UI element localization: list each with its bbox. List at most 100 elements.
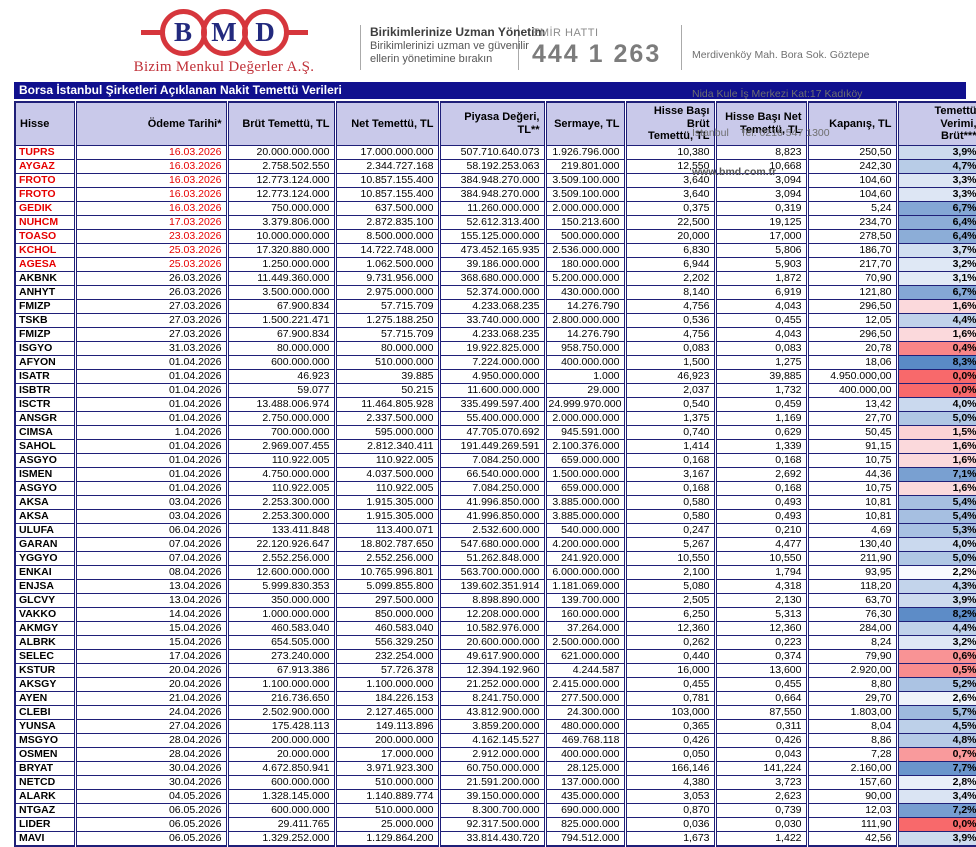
- gross-per-share-cell: 0,740: [624, 424, 717, 440]
- dividend-yield-cell: 0,4%: [896, 340, 976, 356]
- gross-per-share-cell: 0,580: [624, 494, 717, 510]
- table-row: BRYAT 30.04.2026 4.672.850.941 3.971.923.30…: [14, 760, 976, 776]
- order-hotline-number: 444 1 263: [532, 40, 662, 68]
- payment-date-cell: 01.04.2026: [74, 354, 229, 370]
- gross-dividend-cell: 600.000.000: [226, 354, 337, 370]
- market-value-cell: 12.208.000.000: [438, 606, 547, 622]
- gross-dividend-cell: 11.449.360.000: [226, 270, 337, 286]
- market-value-cell: 155.125.000.000: [438, 228, 547, 244]
- table-row: GLCVY 13.04.2026 350.000.000 297.500.000 8.8…: [14, 592, 976, 608]
- ticker-cell: ASGYO: [14, 452, 77, 468]
- gross-dividend-cell: 2.969.007.455: [226, 438, 337, 454]
- net-per-share-cell: 19,125: [714, 214, 809, 230]
- ticker-cell: GLCVY: [14, 592, 77, 608]
- table-row: AKSA 03.04.2026 2.253.300.000 1.915.305.000…: [14, 494, 976, 510]
- column-header-6: Hisse Başı Brüt Temettü, TL: [624, 101, 717, 146]
- column-header-4: Piyasa Değeri, TL**: [438, 101, 547, 146]
- capital-cell: 3.885.000.000: [544, 494, 627, 510]
- ticker-cell: AGESA: [14, 256, 77, 272]
- net-per-share-cell: 0,210: [714, 522, 809, 538]
- dividend-yield-cell: 0,0%: [896, 368, 976, 384]
- capital-cell: 137.000.000: [544, 774, 627, 790]
- dividend-yield-cell: 0,7%: [896, 746, 976, 762]
- gross-per-share-cell: 1,500: [624, 354, 717, 370]
- gross-per-share-cell: 1,673: [624, 830, 717, 846]
- gross-per-share-cell: 2,202: [624, 270, 717, 286]
- dividend-yield-cell: 0,0%: [896, 816, 976, 832]
- payment-date-cell: 30.04.2026: [74, 760, 229, 776]
- dividend-yield-cell: 5,0%: [896, 410, 976, 426]
- net-per-share-cell: 0,374: [714, 648, 809, 664]
- net-dividend-cell: 4.037.500.000: [334, 466, 441, 482]
- gross-per-share-cell: 46,923: [624, 368, 717, 384]
- gross-dividend-cell: 2.750.000.000: [226, 410, 337, 426]
- table-header-row: Hisse Ödeme Tarihi* Brüt Temettü, TL Net Te…: [14, 101, 976, 146]
- table-row: ASGYO 01.04.2026 110.922.005 110.922.005 7.0…: [14, 480, 976, 496]
- ticker-cell: YUNSA: [14, 718, 77, 734]
- gross-dividend-cell: 175.428.113: [226, 718, 337, 734]
- net-dividend-cell: 3.971.923.300: [334, 760, 441, 776]
- net-per-share-cell: 1,339: [714, 438, 809, 454]
- payment-date-cell: 01.04.2026: [74, 452, 229, 468]
- net-per-share-cell: 0,223: [714, 634, 809, 650]
- gross-per-share-cell: 0,540: [624, 396, 717, 412]
- dividend-yield-cell: 0,5%: [896, 662, 976, 678]
- capital-cell: 14.276.790: [544, 298, 627, 314]
- table-row: GARAN 07.04.2026 22.120.926.647 18.802.787.…: [14, 536, 976, 552]
- slogan-line: Birikimlerinizi uzman ve güvenilir: [370, 39, 529, 52]
- dividend-yield-cell: 3,4%: [896, 788, 976, 804]
- net-dividend-cell: 57.726.378: [334, 662, 441, 678]
- gross-per-share-cell: 0,455: [624, 676, 717, 692]
- gross-dividend-cell: 2.253.300.000: [226, 508, 337, 524]
- table-row: ISGYO 31.03.2026 80.000.000 80.000.000 19.92…: [14, 340, 976, 356]
- gross-per-share-cell: 4,756: [624, 326, 717, 342]
- table-row: TOASO 23.03.2026 10.000.000.000 8.500.000.0…: [14, 228, 976, 244]
- net-dividend-cell: 39.885: [334, 368, 441, 384]
- net-dividend-cell: 184.226.153: [334, 690, 441, 706]
- gross-dividend-cell: 67.913.386: [226, 662, 337, 678]
- payment-date-cell: 01.04.2026: [74, 396, 229, 412]
- gross-per-share-cell: 0,365: [624, 718, 717, 734]
- payment-date-cell: 14.04.2026: [74, 606, 229, 622]
- dividend-yield-cell: 3,2%: [896, 634, 976, 650]
- net-dividend-cell: 2.812.340.411: [334, 438, 441, 454]
- net-dividend-cell: 556.329.250: [334, 634, 441, 650]
- gross-dividend-cell: 20.000.000: [226, 746, 337, 762]
- slogan-block: Birikimlerinize Uzman Yönetim Birikimler…: [370, 25, 545, 67]
- table-row: AKBNK 26.03.2026 11.449.360.000 9.731.956.0…: [14, 270, 976, 286]
- close-price-cell: 8,04: [806, 718, 899, 734]
- close-price-cell: 284,00: [806, 620, 899, 636]
- net-per-share-cell: 0,493: [714, 494, 809, 510]
- net-dividend-cell: 2.344.727.168: [334, 158, 441, 174]
- gross-per-share-cell: 0,580: [624, 508, 717, 524]
- net-dividend-cell: 460.583.040: [334, 620, 441, 636]
- market-value-cell: 7.084.250.000: [438, 480, 547, 496]
- dividend-yield-cell: 0,6%: [896, 648, 976, 664]
- close-price-cell: 13,42: [806, 396, 899, 412]
- net-dividend-cell: 9.731.956.000: [334, 270, 441, 286]
- payment-date-cell: 16.03.2026: [74, 144, 229, 160]
- net-dividend-cell: 510.000.000: [334, 802, 441, 818]
- gross-per-share-cell: 0,168: [624, 452, 717, 468]
- payment-date-cell: 15.04.2026: [74, 620, 229, 636]
- market-value-cell: 507.710.640.073: [438, 144, 547, 160]
- close-price-cell: 211,90: [806, 550, 899, 566]
- close-price-cell: 157,60: [806, 774, 899, 790]
- table-row: KCHOL 25.03.2026 17.320.880.000 14.722.748.…: [14, 242, 976, 258]
- gross-dividend-cell: 2.758.502.550: [226, 158, 337, 174]
- gross-dividend-cell: 4.750.000.000: [226, 466, 337, 482]
- payment-date-cell: 17.04.2026: [74, 648, 229, 664]
- gross-dividend-cell: 1.100.000.000: [226, 676, 337, 692]
- close-price-cell: 121,80: [806, 284, 899, 300]
- gross-per-share-cell: 0,050: [624, 746, 717, 762]
- dividend-yield-cell: 4,5%: [896, 718, 976, 734]
- capital-cell: 37.264.000: [544, 620, 627, 636]
- table-row: ALARK 04.05.2026 1.328.145.000 1.140.889.77…: [14, 788, 976, 804]
- website-link: www.bmd.com.tr: [692, 166, 777, 178]
- ticker-cell: KCHOL: [14, 242, 77, 258]
- gross-per-share-cell: 5,267: [624, 536, 717, 552]
- gross-per-share-cell: 1,414: [624, 438, 717, 454]
- dividend-yield-cell: 6,4%: [896, 228, 976, 244]
- dividend-yield-cell: 8,2%: [896, 606, 976, 622]
- market-value-cell: 4.233.068.235: [438, 298, 547, 314]
